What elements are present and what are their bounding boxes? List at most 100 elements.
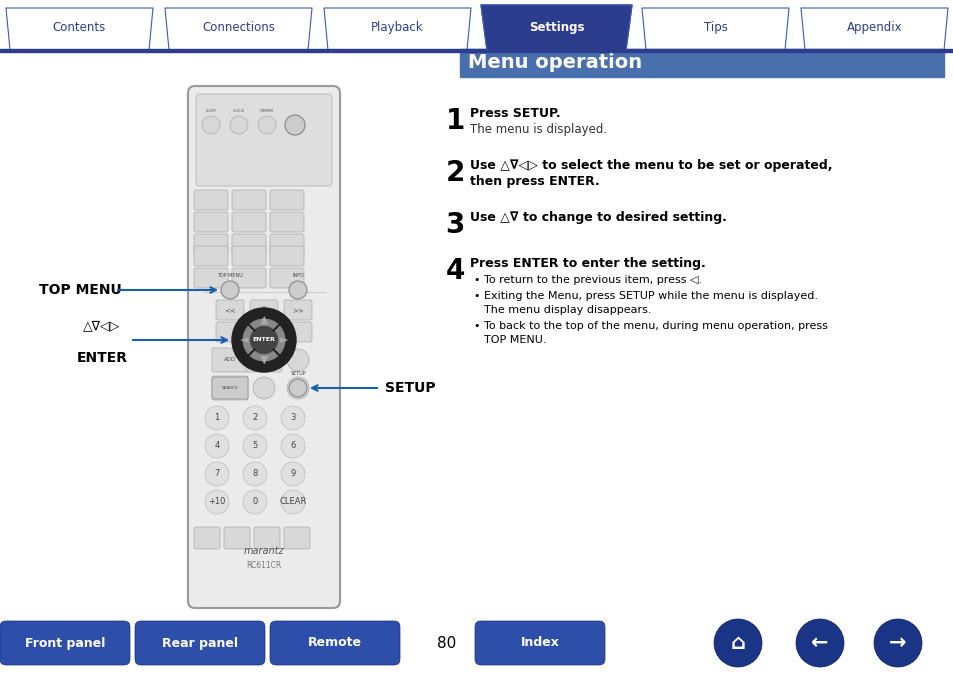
Text: •: • [473,291,479,301]
FancyBboxPatch shape [284,527,310,549]
Circle shape [243,434,267,458]
Text: TOP MENU: TOP MENU [38,283,121,297]
Circle shape [281,490,305,514]
Text: 3: 3 [445,211,464,239]
Text: then press ENTER.: then press ENTER. [470,175,599,188]
Text: Press SETUP.: Press SETUP. [470,107,560,120]
Circle shape [289,281,307,299]
Circle shape [281,434,305,458]
Circle shape [285,115,305,135]
FancyBboxPatch shape [246,348,282,372]
Text: 6: 6 [290,441,295,450]
Text: Front panel: Front panel [25,637,105,649]
FancyBboxPatch shape [284,300,312,320]
Circle shape [221,281,239,299]
Text: ENTER: ENTER [253,337,275,343]
FancyBboxPatch shape [188,86,339,608]
FancyBboxPatch shape [193,268,228,288]
Text: Contents: Contents [52,21,106,34]
Text: Rear panel: Rear panel [162,637,237,649]
FancyBboxPatch shape [193,190,228,210]
Text: SETUP: SETUP [385,381,436,395]
Text: 5: 5 [253,441,257,450]
Circle shape [795,619,843,667]
Text: >>: >> [292,307,304,313]
Polygon shape [6,8,152,50]
Text: 8: 8 [252,470,257,479]
Text: To return to the previous item, press ◁.: To return to the previous item, press ◁. [483,275,701,285]
Text: Appendix: Appendix [846,21,902,34]
Text: 9: 9 [290,470,295,479]
FancyBboxPatch shape [224,527,250,549]
FancyBboxPatch shape [212,348,248,372]
FancyBboxPatch shape [232,246,266,266]
Text: TOP MENU: TOP MENU [217,273,243,278]
Text: +10: +10 [208,497,226,507]
Text: ▼: ▼ [259,355,268,365]
Text: 0: 0 [253,497,257,507]
Text: 7: 7 [214,470,219,479]
Text: Use △∇◁▷ to select the menu to be set or operated,: Use △∇◁▷ to select the menu to be set or… [470,159,832,172]
Text: •: • [473,275,479,285]
Text: Exiting the Menu, press SETUP while the menu is displayed.: Exiting the Menu, press SETUP while the … [483,291,817,301]
FancyBboxPatch shape [0,621,130,665]
Circle shape [243,462,267,486]
FancyBboxPatch shape [270,621,399,665]
Text: SETUP: SETUP [290,371,306,376]
Polygon shape [801,8,947,50]
Circle shape [230,116,248,134]
Text: Playback: Playback [371,21,423,34]
FancyBboxPatch shape [253,527,280,549]
Text: ⌂: ⌂ [730,633,744,653]
Text: △∇◁▷: △∇◁▷ [83,320,120,332]
Text: Index: Index [520,637,558,649]
Circle shape [281,406,305,430]
FancyBboxPatch shape [232,212,266,232]
Text: →: → [888,633,905,653]
Circle shape [253,377,274,399]
FancyBboxPatch shape [475,621,604,665]
FancyBboxPatch shape [270,234,304,254]
FancyBboxPatch shape [270,190,304,210]
Text: •: • [473,321,479,331]
Circle shape [285,115,305,135]
FancyBboxPatch shape [215,322,244,342]
Text: ADD: ADD [224,357,236,363]
Circle shape [287,349,309,371]
Text: Use △∇ to change to desired setting.: Use △∇ to change to desired setting. [470,211,726,224]
Text: 1: 1 [445,107,464,135]
Text: 4: 4 [214,441,219,450]
Bar [0,49,953,52]
Text: <<: << [224,307,235,313]
FancyBboxPatch shape [193,212,228,232]
Text: The menu is displayed.: The menu is displayed. [470,123,606,136]
Text: Press ENTER to enter the setting.: Press ENTER to enter the setting. [470,257,705,270]
Text: ←: ← [810,633,828,653]
Text: Connections: Connections [202,21,274,34]
FancyBboxPatch shape [212,376,248,400]
FancyBboxPatch shape [232,268,266,288]
Text: 1: 1 [214,413,219,423]
Bar [459,49,943,77]
Circle shape [232,308,295,372]
Circle shape [205,490,229,514]
Text: TOP MENU.: TOP MENU. [483,335,546,345]
Text: 2: 2 [445,159,464,187]
Text: DIM
TUNE: DIM TUNE [256,355,271,365]
Circle shape [205,406,229,430]
Text: 80: 80 [436,635,456,651]
FancyBboxPatch shape [212,377,248,399]
Circle shape [205,434,229,458]
Circle shape [281,462,305,486]
Text: Tips: Tips [702,21,727,34]
Text: 3: 3 [290,413,295,423]
Circle shape [202,116,220,134]
Polygon shape [641,8,788,50]
Text: SEARCH: SEARCH [221,386,238,390]
Text: The menu display disappears.: The menu display disappears. [483,305,651,315]
FancyBboxPatch shape [284,322,312,342]
Text: ▲: ▲ [259,315,268,325]
FancyBboxPatch shape [195,94,332,186]
Text: SLEEP: SLEEP [205,109,216,113]
Text: ◄: ◄ [239,335,248,345]
